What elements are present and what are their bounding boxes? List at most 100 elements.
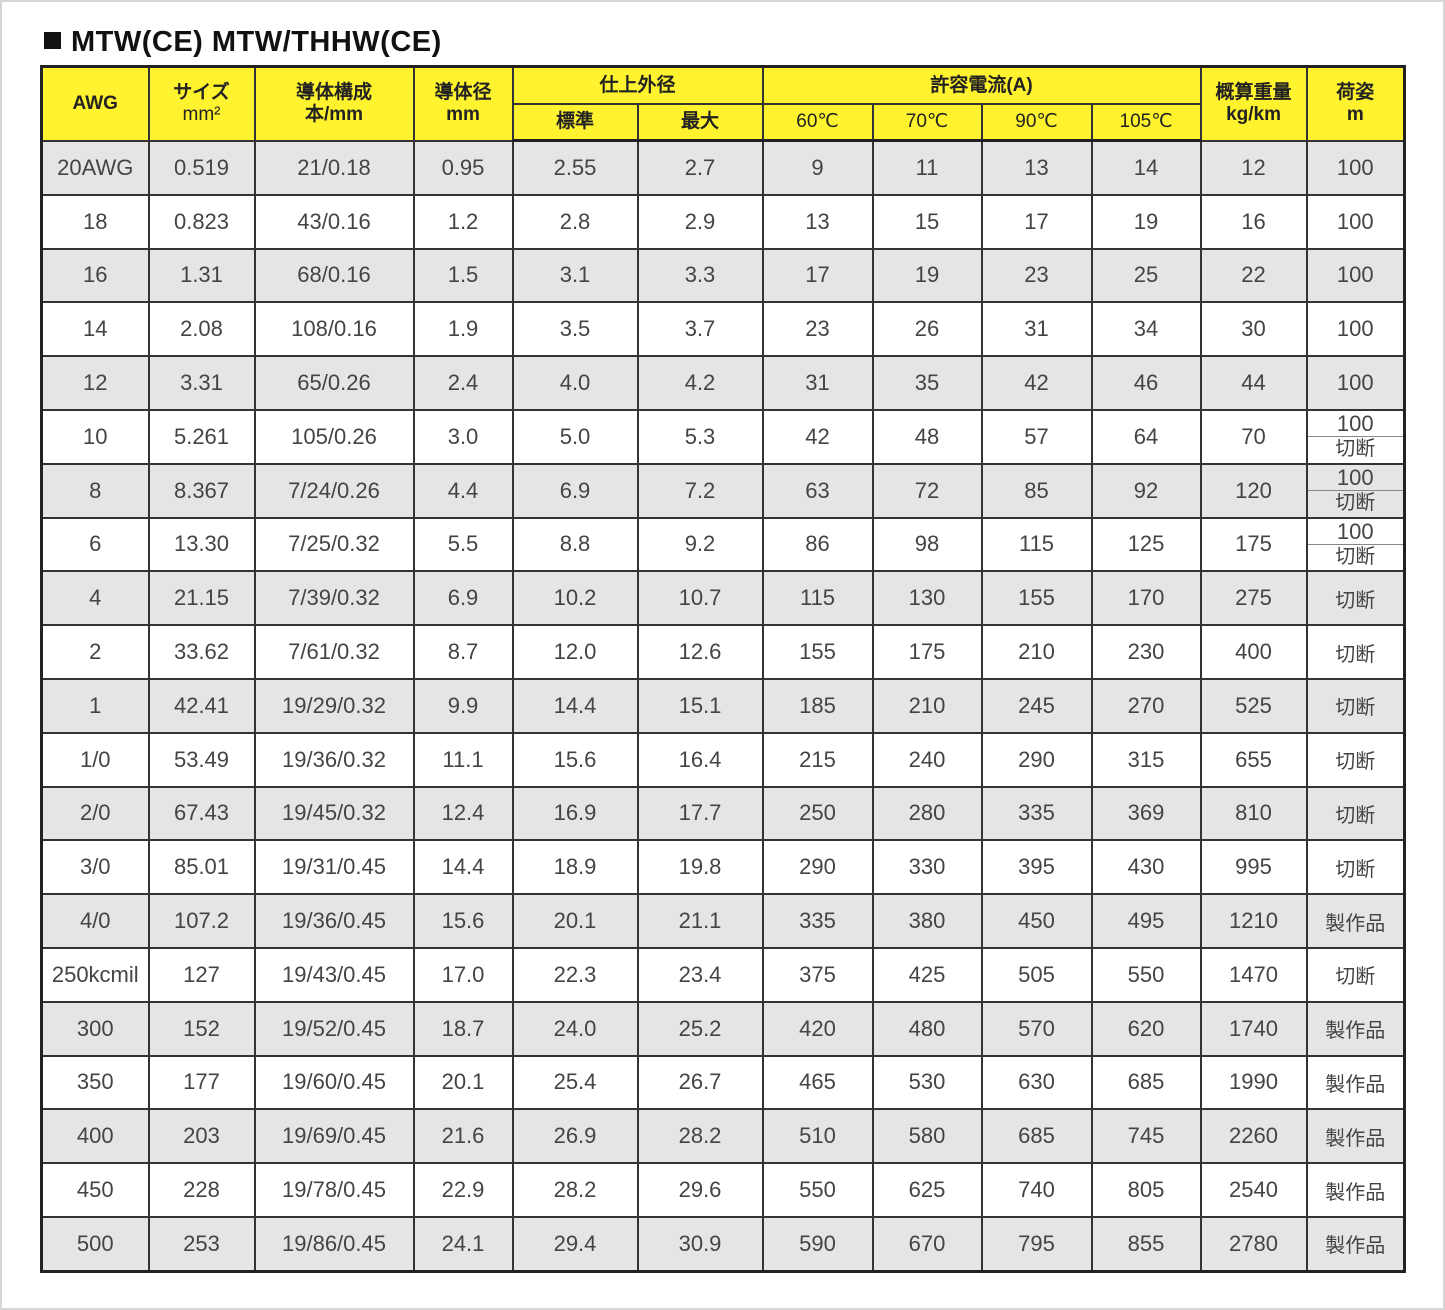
pack-value: 100 bbox=[1336, 316, 1374, 342]
cell-max: 19.8 bbox=[636, 839, 764, 896]
cell-dia: 9.9 bbox=[412, 677, 514, 734]
header-awg: AWG bbox=[40, 65, 150, 142]
header-current-70: 70℃ bbox=[871, 103, 983, 142]
cell-a105: 19 bbox=[1090, 193, 1202, 250]
cell-std: 29.4 bbox=[511, 1215, 639, 1273]
cell-wt: 1740 bbox=[1199, 1000, 1308, 1057]
cell-wt: 22 bbox=[1199, 247, 1308, 304]
cell-a90: 335 bbox=[980, 785, 1093, 842]
pack-value: 切断 bbox=[1335, 697, 1376, 720]
cell-pack: 100 切断 bbox=[1305, 516, 1406, 573]
cell-max: 9.2 bbox=[636, 516, 764, 573]
section-title: MTW(CE) MTW/THHW(CE) bbox=[44, 26, 442, 59]
cell-pack: 100 bbox=[1305, 355, 1406, 411]
cell-dia: 20.1 bbox=[412, 1054, 514, 1111]
header-current-60: 60℃ bbox=[761, 103, 874, 142]
cell-wt: 12 bbox=[1199, 139, 1308, 196]
cell-cond: 19/31/0.45 bbox=[253, 839, 415, 896]
cell-wt: 275 bbox=[1199, 570, 1308, 627]
cell-max: 28.2 bbox=[636, 1108, 764, 1165]
cell-pack: 製作品 bbox=[1305, 1000, 1406, 1057]
cell-std: 20.1 bbox=[511, 893, 639, 949]
cell-size: 13.30 bbox=[147, 516, 256, 573]
cell-std: 10.2 bbox=[511, 570, 639, 627]
cell-awg: 12 bbox=[40, 355, 150, 411]
cell-size: 21.15 bbox=[147, 570, 256, 627]
cell-a105: 620 bbox=[1090, 1000, 1202, 1057]
cell-dia: 8.7 bbox=[412, 624, 514, 680]
cell-wt: 2540 bbox=[1199, 1162, 1308, 1218]
cell-max: 2.7 bbox=[636, 139, 764, 196]
cell-std: 6.9 bbox=[511, 462, 639, 519]
cell-max: 3.7 bbox=[636, 301, 764, 358]
pack-value: 100 bbox=[1336, 262, 1374, 288]
cell-a60: 250 bbox=[761, 785, 874, 842]
cell-awg: 16 bbox=[40, 247, 150, 304]
table-row: 250kcmil 127 19/43/0.45 17.0 22.3 23.4 375 425 5… bbox=[40, 946, 1406, 1003]
cell-pack: 製作品 bbox=[1305, 1215, 1406, 1273]
cell-a90: 85 bbox=[980, 462, 1093, 519]
cell-max: 30.9 bbox=[636, 1215, 764, 1273]
header-diameter: 導体径 mm bbox=[412, 65, 514, 142]
cell-a105: 92 bbox=[1090, 462, 1202, 519]
cell-awg: 8 bbox=[40, 462, 150, 519]
cell-a90: 155 bbox=[980, 570, 1093, 627]
title-text: MTW(CE) MTW/THHW(CE) bbox=[71, 26, 442, 58]
header-outer-diameter: 仕上外径 bbox=[511, 65, 764, 105]
cell-max: 10.7 bbox=[636, 570, 764, 627]
cell-a70: 280 bbox=[871, 785, 983, 842]
cell-size: 1.31 bbox=[147, 247, 256, 304]
cell-pack: 製作品 bbox=[1305, 1108, 1406, 1165]
cell-a60: 185 bbox=[761, 677, 874, 734]
cell-a90: 685 bbox=[980, 1108, 1093, 1165]
cell-awg: 250kcmil bbox=[40, 946, 150, 1003]
cell-size: 5.261 bbox=[147, 408, 256, 465]
pack-value: 切断 bbox=[1335, 589, 1376, 612]
cell-std: 3.5 bbox=[511, 301, 639, 358]
table-row: 1/0 53.49 19/36/0.32 11.1 15.6 16.4 215 240 290 3… bbox=[40, 731, 1406, 788]
cell-wt: 30 bbox=[1199, 301, 1308, 358]
cell-pack: 切断 bbox=[1305, 839, 1406, 896]
header-size: サイズ mm² bbox=[147, 65, 256, 142]
cell-cond: 19/36/0.32 bbox=[253, 731, 415, 788]
cell-size: 203 bbox=[147, 1108, 256, 1165]
table-row: 2/0 67.43 19/45/0.32 12.4 16.9 17.7 250 280 335 3… bbox=[40, 785, 1406, 842]
cell-pack: 100 bbox=[1305, 301, 1406, 358]
cell-wt: 400 bbox=[1199, 624, 1308, 680]
cell-a70: 130 bbox=[871, 570, 983, 627]
cell-size: 0.823 bbox=[147, 193, 256, 250]
cell-cond: 7/39/0.32 bbox=[253, 570, 415, 627]
cell-cond: 19/29/0.32 bbox=[253, 677, 415, 734]
cell-size: 2.08 bbox=[147, 301, 256, 358]
cell-awg: 14 bbox=[40, 301, 150, 358]
cell-a70: 98 bbox=[871, 516, 983, 573]
table-row: 14 2.08 108/0.16 1.9 3.5 3.7 23 26 31 34 30 100 bbox=[40, 301, 1406, 358]
cell-pack: 切断 bbox=[1305, 570, 1406, 627]
cell-a90: 395 bbox=[980, 839, 1093, 896]
cell-wt: 175 bbox=[1199, 516, 1308, 573]
cell-size: 3.31 bbox=[147, 355, 256, 411]
cell-cond: 105/0.26 bbox=[253, 408, 415, 465]
cell-a60: 115 bbox=[761, 570, 874, 627]
cell-std: 14.4 bbox=[511, 677, 639, 734]
cell-a90: 795 bbox=[980, 1215, 1093, 1273]
pack-value: 切断 bbox=[1335, 804, 1376, 827]
cell-std: 25.4 bbox=[511, 1054, 639, 1111]
cell-dia: 22.9 bbox=[412, 1162, 514, 1218]
cell-std: 24.0 bbox=[511, 1000, 639, 1057]
cell-cond: 21/0.18 bbox=[253, 139, 415, 196]
cell-dia: 18.7 bbox=[412, 1000, 514, 1057]
cell-a90: 17 bbox=[980, 193, 1093, 250]
cell-a105: 125 bbox=[1090, 516, 1202, 573]
cell-a60: 42 bbox=[761, 408, 874, 465]
cell-std: 2.8 bbox=[511, 193, 639, 250]
cell-cond: 108/0.16 bbox=[253, 301, 415, 358]
cell-wt: 1470 bbox=[1199, 946, 1308, 1003]
cell-cond: 68/0.16 bbox=[253, 247, 415, 304]
cell-a60: 465 bbox=[761, 1054, 874, 1111]
cell-a60: 215 bbox=[761, 731, 874, 788]
cell-max: 5.3 bbox=[636, 408, 764, 465]
cell-wt: 44 bbox=[1199, 355, 1308, 411]
cell-size: 228 bbox=[147, 1162, 256, 1218]
